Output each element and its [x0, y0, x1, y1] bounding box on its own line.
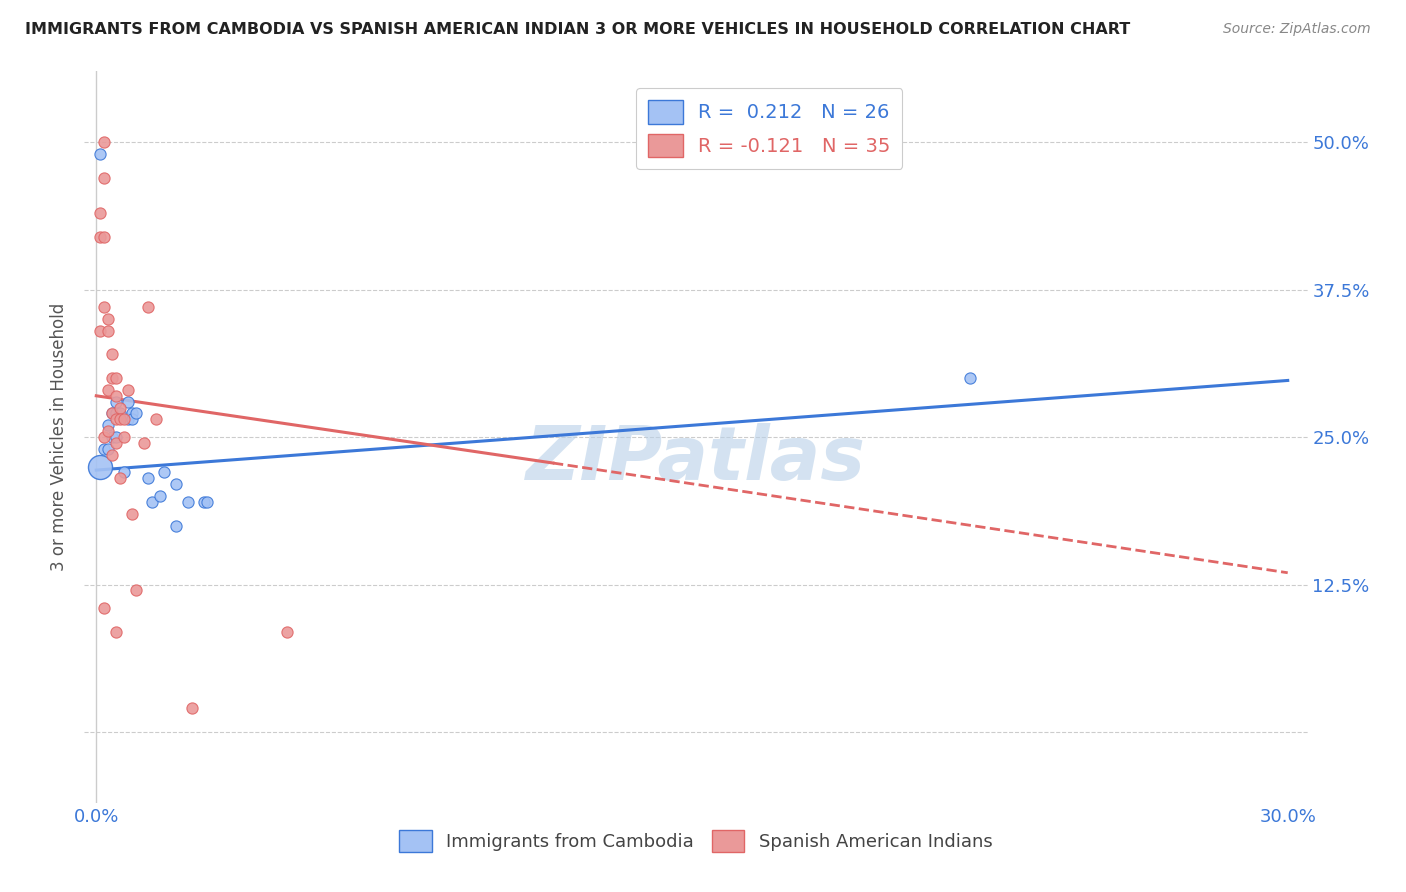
Point: [97, 418, 120, 433]
Point: [125, 583, 148, 598]
Text: ZIPatlas: ZIPatlas: [526, 423, 866, 496]
Text: IMMIGRANTS FROM CAMBODIA VS SPANISH AMERICAN INDIAN 3 OR MORE VEHICLES IN HOUSEH: IMMIGRANTS FROM CAMBODIA VS SPANISH AMER…: [25, 22, 1130, 37]
Point: [108, 412, 131, 426]
Point: [165, 518, 187, 533]
Point: [132, 436, 155, 450]
Point: [97, 424, 120, 438]
Point: [93, 601, 115, 615]
Point: [176, 495, 198, 509]
Point: [93, 442, 115, 456]
Point: [101, 347, 124, 361]
Point: [117, 383, 139, 397]
Point: [101, 371, 124, 385]
Y-axis label: 3 or more Vehicles in Household: 3 or more Vehicles in Household: [51, 303, 69, 571]
Point: [93, 135, 115, 149]
Point: [97, 312, 120, 326]
Point: [89, 324, 111, 338]
Point: [165, 477, 187, 491]
Point: [276, 624, 298, 639]
Point: [105, 624, 128, 639]
Point: [112, 430, 135, 444]
Point: [89, 206, 111, 220]
Point: [105, 412, 128, 426]
Point: [141, 495, 163, 509]
Point: [149, 489, 172, 503]
Point: [101, 407, 124, 421]
Point: [136, 471, 159, 485]
Point: [93, 170, 115, 185]
Point: [105, 407, 128, 421]
Point: [152, 466, 174, 480]
Text: Source: ZipAtlas.com: Source: ZipAtlas.com: [1223, 22, 1371, 37]
Point: [93, 301, 115, 315]
Point: [121, 507, 143, 521]
Point: [112, 466, 135, 480]
Point: [108, 471, 131, 485]
Point: [105, 430, 128, 444]
Point: [93, 229, 115, 244]
Point: [117, 412, 139, 426]
Point: [105, 436, 128, 450]
Point: [105, 371, 128, 385]
Point: [121, 412, 143, 426]
Point: [121, 407, 143, 421]
Point: [89, 147, 111, 161]
Point: [112, 412, 135, 426]
Point: [105, 389, 128, 403]
Legend: Immigrants from Cambodia, Spanish American Indians: Immigrants from Cambodia, Spanish Americ…: [392, 823, 1000, 860]
Point: [101, 448, 124, 462]
Point: [97, 442, 120, 456]
Point: [89, 459, 111, 474]
Point: [97, 383, 120, 397]
Point: [117, 394, 139, 409]
Point: [136, 301, 159, 315]
Point: [105, 394, 128, 409]
Point: [108, 407, 131, 421]
Point: [125, 407, 148, 421]
Point: [193, 495, 215, 509]
Point: [89, 229, 111, 244]
Point: [145, 412, 167, 426]
Point: [959, 371, 981, 385]
Point: [97, 324, 120, 338]
Point: [93, 430, 115, 444]
Point: [101, 407, 124, 421]
Point: [197, 495, 219, 509]
Point: [180, 701, 202, 715]
Point: [101, 430, 124, 444]
Point: [108, 401, 131, 415]
